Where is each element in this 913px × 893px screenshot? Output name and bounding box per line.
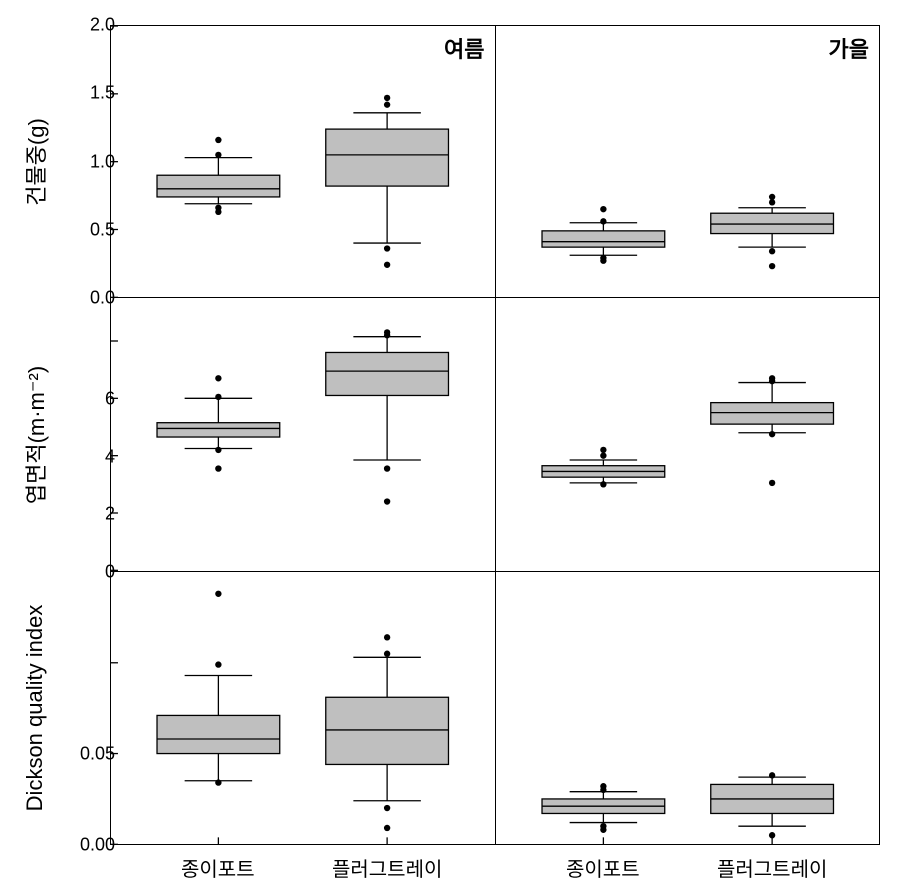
x-category-label: 플러그트레이 [717,853,827,882]
panel [496,298,881,571]
y-tick-label: 6 [105,389,115,410]
panel-row [110,572,880,845]
panel [496,572,881,845]
panel: 가을 [496,25,881,298]
y-tick-label: 0 [105,561,115,582]
boxplot-figure: 여름 가을 건물중(g) 엽면적(m·m⁻²) Dickson quality ind… [15,15,898,878]
y-tick-label: 0.00 [80,835,115,856]
panel-title: 가을 [829,32,869,64]
panel-row: 여름 가을 [110,25,880,298]
y-axis-label: Dickson quality index [22,605,48,812]
y-tick-label: 0.5 [90,220,115,241]
x-category-label: 종이포트 [566,853,640,882]
y-tick-label: 2 [105,504,115,525]
x-category-label: 플러그트레이 [332,853,442,882]
y-tick-label: 2.0 [90,15,115,36]
y-tick-label: 4 [105,446,115,467]
y-axis-label: 건물중(g) [19,118,51,206]
panel [110,572,496,845]
y-tick-label: 0.05 [80,743,115,764]
x-category-label: 종이포트 [181,853,255,882]
panel-grid: 여름 가을 [110,25,880,845]
y-tick-label: 1.0 [90,151,115,172]
y-axis-label: 엽면적(m·m⁻²) [19,366,51,504]
panel [110,298,496,571]
panel: 여름 [110,25,496,298]
y-tick-label: 1.5 [90,83,115,104]
panel-row [110,298,880,571]
y-tick-label: 0.0 [90,288,115,309]
panel-title: 여름 [444,32,484,64]
